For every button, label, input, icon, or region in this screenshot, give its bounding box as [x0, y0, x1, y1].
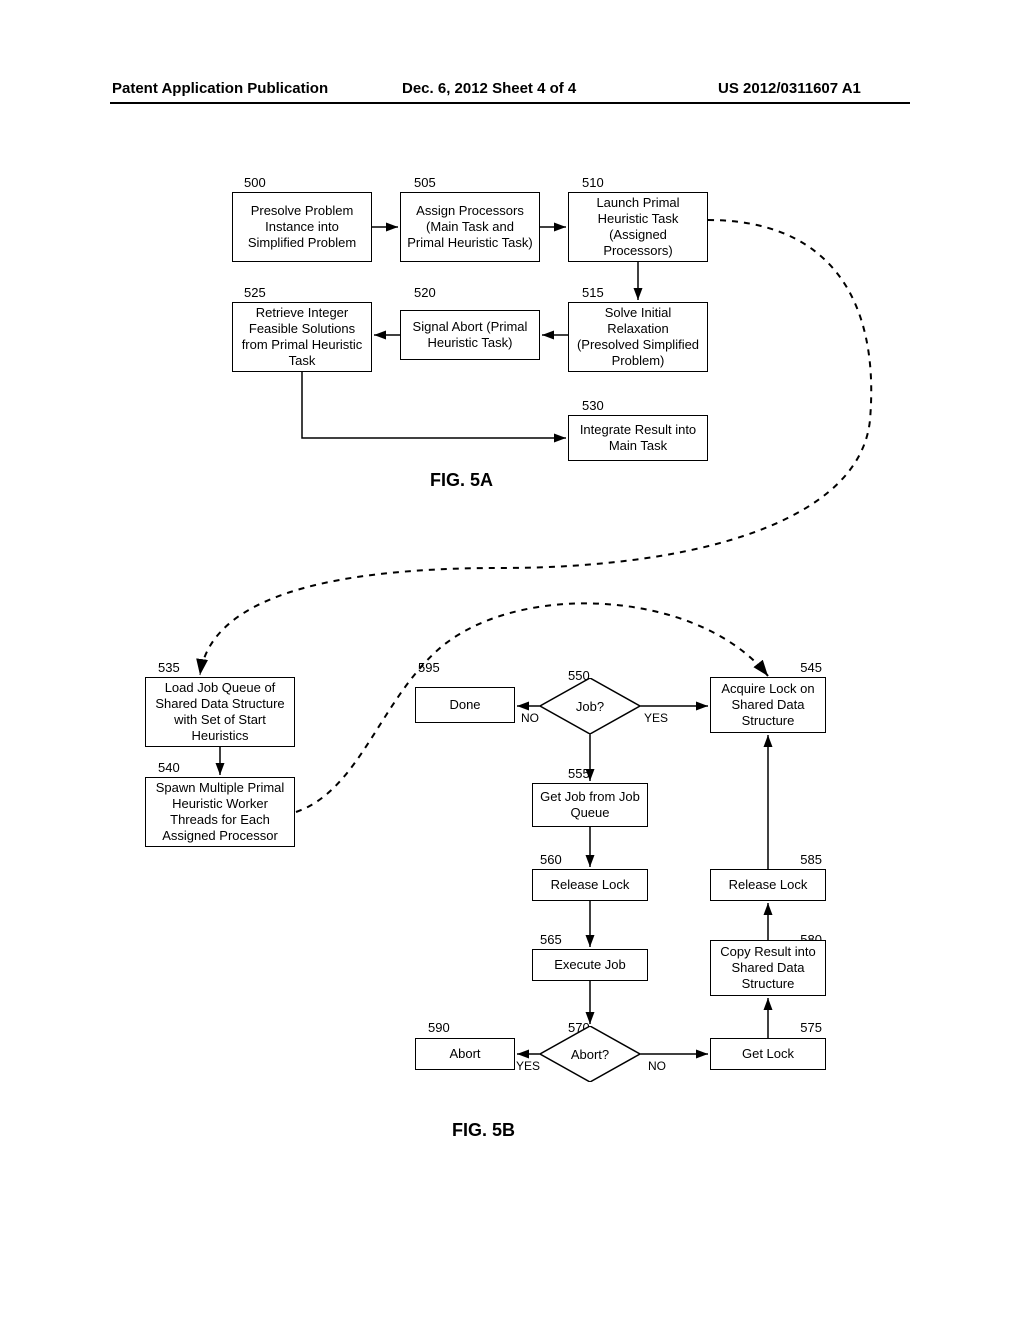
label-575: 575 [792, 1020, 822, 1035]
box-535: Load Job Queue of Shared Data Structure … [145, 677, 295, 747]
diamond-550: Job? [540, 678, 640, 734]
edge-550-yes: YES [644, 711, 668, 725]
diamond-570-label: Abort? [540, 1026, 640, 1082]
box-575: Get Lock [710, 1038, 826, 1070]
box-560: Release Lock [532, 869, 648, 901]
header-center: Dec. 6, 2012 Sheet 4 of 4 [402, 80, 576, 97]
fig-5b-title: FIG. 5B [452, 1120, 515, 1141]
label-545: 545 [792, 660, 822, 675]
edge-550-no: NO [521, 711, 539, 725]
edge-570-yes: YES [516, 1059, 540, 1073]
box-580: Copy Result into Shared Data Structure [710, 940, 826, 996]
header-rule [110, 102, 910, 104]
label-540: 540 [158, 760, 180, 775]
diamond-570: Abort? [540, 1026, 640, 1082]
box-505: Assign Processors (Main Task and Primal … [400, 192, 540, 262]
box-520: Signal Abort (Primal Heuristic Task) [400, 310, 540, 360]
box-590: Abort [415, 1038, 515, 1070]
box-545: Acquire Lock on Shared Data Structure [710, 677, 826, 733]
box-555: Get Job from Job Queue [532, 783, 648, 827]
box-565: Execute Job [532, 949, 648, 981]
page: Patent Application Publication Dec. 6, 2… [0, 0, 1024, 1320]
label-585: 585 [792, 852, 822, 867]
label-505: 505 [414, 175, 436, 190]
label-555: 555 [568, 766, 590, 781]
label-595: 595 [418, 660, 440, 675]
label-530: 530 [582, 398, 604, 413]
label-510: 510 [582, 175, 604, 190]
header-right: US 2012/0311607 A1 [718, 80, 861, 97]
label-515: 515 [582, 285, 604, 300]
box-540: Spawn Multiple Primal Heuristic Worker T… [145, 777, 295, 847]
diamond-550-label: Job? [540, 678, 640, 734]
label-565: 565 [540, 932, 562, 947]
box-525: Retrieve Integer Feasible Solutions from… [232, 302, 372, 372]
box-500: Presolve Problem Instance into Simplifie… [232, 192, 372, 262]
header-left: Patent Application Publication [112, 80, 328, 97]
label-535: 535 [158, 660, 180, 675]
box-510: Launch Primal Heuristic Task (Assigned P… [568, 192, 708, 262]
label-590: 590 [428, 1020, 450, 1035]
label-525: 525 [244, 285, 266, 300]
box-530: Integrate Result into Main Task [568, 415, 708, 461]
box-595: Done [415, 687, 515, 723]
edge-570-no: NO [648, 1059, 666, 1073]
box-585: Release Lock [710, 869, 826, 901]
fig-5a-title: FIG. 5A [430, 470, 493, 491]
label-520: 520 [414, 285, 436, 300]
label-500: 500 [244, 175, 266, 190]
box-515: Solve Initial Relaxation (Presolved Simp… [568, 302, 708, 372]
label-560: 560 [540, 852, 562, 867]
